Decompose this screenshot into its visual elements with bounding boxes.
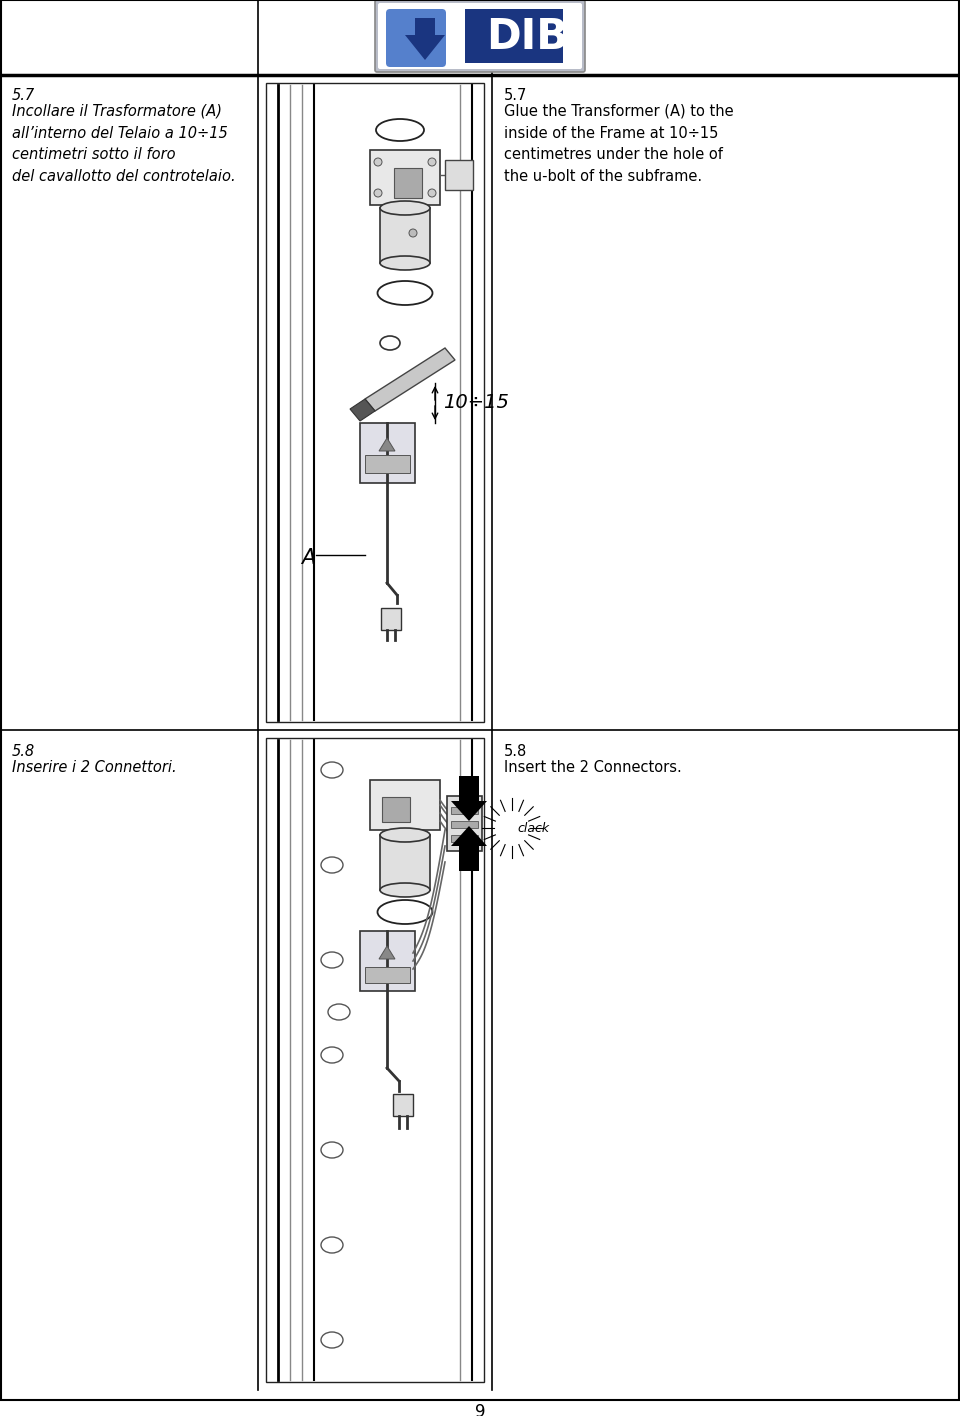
Circle shape: [428, 159, 436, 166]
FancyBboxPatch shape: [386, 8, 446, 67]
Bar: [380, 208, 430, 263]
Polygon shape: [379, 946, 395, 959]
Text: 10÷15: 10÷15: [443, 394, 509, 412]
Bar: [451, 821, 478, 828]
Text: 5.8: 5.8: [12, 743, 36, 759]
Polygon shape: [405, 18, 445, 59]
Text: Glue the Transformer (A) to the
inside of the Frame at 10÷15
centimetres under t: Glue the Transformer (A) to the inside o…: [504, 103, 733, 184]
Bar: [447, 796, 482, 851]
Text: DIBI: DIBI: [486, 16, 584, 58]
Bar: [380, 835, 430, 891]
Bar: [360, 930, 415, 991]
Text: 9: 9: [475, 1403, 485, 1416]
Bar: [365, 455, 410, 473]
Ellipse shape: [380, 256, 430, 270]
Bar: [266, 738, 484, 1382]
Polygon shape: [365, 348, 455, 411]
Text: 5.7: 5.7: [12, 88, 36, 103]
Circle shape: [374, 188, 382, 197]
Bar: [445, 160, 473, 190]
Bar: [365, 967, 410, 983]
Text: A: A: [300, 548, 315, 568]
Text: Inserire i 2 Connettori.: Inserire i 2 Connettori.: [12, 760, 177, 775]
Bar: [381, 607, 401, 630]
Bar: [382, 797, 410, 823]
Text: Incollare il Trasformatore (A)
all’interno del Telaio a 10÷15
centimetri sotto i: Incollare il Trasformatore (A) all’inter…: [12, 103, 235, 184]
Bar: [370, 780, 440, 830]
Polygon shape: [451, 776, 487, 821]
Ellipse shape: [380, 828, 430, 843]
Ellipse shape: [380, 201, 430, 215]
Bar: [451, 835, 478, 843]
Text: clack: clack: [517, 821, 549, 834]
Ellipse shape: [380, 884, 430, 896]
Circle shape: [374, 159, 382, 166]
Text: 5.7: 5.7: [504, 88, 527, 103]
Bar: [266, 84, 484, 722]
FancyBboxPatch shape: [378, 3, 582, 69]
Bar: [370, 150, 440, 205]
Polygon shape: [350, 399, 375, 421]
Bar: [465, 8, 563, 62]
Polygon shape: [379, 438, 395, 452]
Bar: [360, 423, 415, 483]
Bar: [451, 807, 478, 814]
Circle shape: [409, 229, 417, 236]
Text: 5.8: 5.8: [504, 743, 527, 759]
Bar: [393, 1095, 413, 1116]
Polygon shape: [451, 826, 487, 871]
Text: Insert the 2 Connectors.: Insert the 2 Connectors.: [504, 760, 682, 775]
FancyBboxPatch shape: [375, 0, 585, 72]
Bar: [394, 167, 422, 197]
Circle shape: [428, 188, 436, 197]
